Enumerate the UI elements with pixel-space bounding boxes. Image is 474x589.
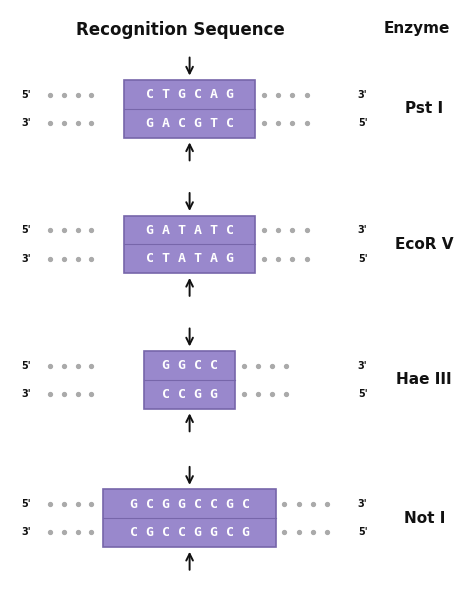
Text: EcoR V: EcoR V <box>395 237 454 252</box>
Text: G C G G C C G C: G C G G C C G C <box>129 498 250 511</box>
Text: 3': 3' <box>21 118 31 128</box>
Text: 5': 5' <box>21 499 31 509</box>
Text: 5': 5' <box>21 226 31 235</box>
Text: Hae III: Hae III <box>396 372 452 388</box>
Text: 3': 3' <box>358 361 367 370</box>
Text: 5': 5' <box>21 361 31 370</box>
Text: 3': 3' <box>358 226 367 235</box>
Text: Enzyme: Enzyme <box>384 21 450 35</box>
Text: C G C C G G C G: C G C C G G C G <box>129 526 250 539</box>
Text: Not I: Not I <box>403 511 445 526</box>
Bar <box>144 351 235 409</box>
Text: 3': 3' <box>21 389 31 399</box>
Bar <box>103 489 276 547</box>
Text: 3': 3' <box>21 254 31 263</box>
Text: C C G G: C C G G <box>162 388 218 401</box>
Text: 3': 3' <box>21 528 31 537</box>
Text: C T A T A G: C T A T A G <box>146 252 234 265</box>
Text: C T G C A G: C T G C A G <box>146 88 234 101</box>
Text: 5': 5' <box>358 254 367 263</box>
Text: 5': 5' <box>21 90 31 100</box>
Bar <box>124 216 255 273</box>
Bar <box>124 80 255 138</box>
Text: 3': 3' <box>358 499 367 509</box>
Text: 5': 5' <box>358 118 367 128</box>
Text: 5': 5' <box>358 528 367 537</box>
Text: G A T A T C: G A T A T C <box>146 224 234 237</box>
Text: G A C G T C: G A C G T C <box>146 117 234 130</box>
Text: 3': 3' <box>358 90 367 100</box>
Text: Recognition Sequence: Recognition Sequence <box>76 21 284 39</box>
Text: 5': 5' <box>358 389 367 399</box>
Text: G G C C: G G C C <box>162 359 218 372</box>
Text: Pst I: Pst I <box>405 101 443 117</box>
